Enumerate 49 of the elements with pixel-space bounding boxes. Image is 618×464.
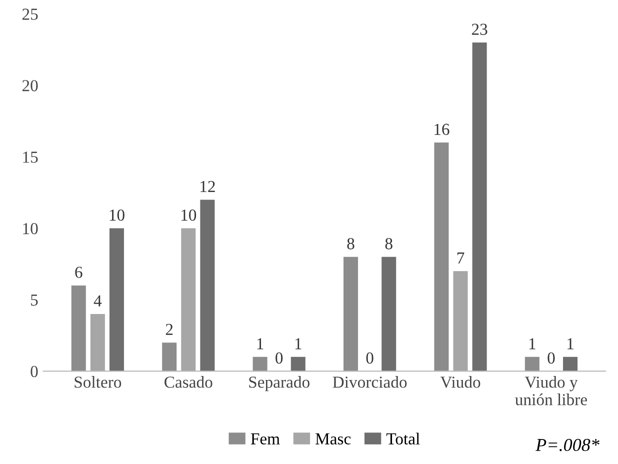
data-label: 2 bbox=[166, 324, 173, 335]
data-label: 10 bbox=[182, 209, 196, 221]
x-tick-label: Casado bbox=[164, 376, 212, 388]
x-tick-label: Soltero bbox=[74, 376, 122, 388]
y-tick-label: 15 bbox=[23, 152, 38, 163]
data-label: 1 bbox=[529, 338, 536, 350]
x-tick-label: Separado bbox=[249, 376, 310, 392]
bar bbox=[563, 356, 578, 372]
y-tick-label: 5 bbox=[31, 294, 38, 306]
bar bbox=[90, 314, 105, 372]
data-label: 0 bbox=[366, 352, 374, 364]
bar bbox=[252, 356, 268, 372]
legend-label: Masc bbox=[316, 433, 351, 444]
data-label: 4 bbox=[94, 295, 102, 306]
data-label: 1 bbox=[568, 338, 574, 350]
data-label: 8 bbox=[347, 238, 354, 250]
data-label: 12 bbox=[200, 180, 215, 192]
data-label: 0 bbox=[276, 352, 283, 364]
bar bbox=[344, 256, 358, 372]
data-label: 6 bbox=[75, 266, 82, 278]
bar bbox=[434, 142, 449, 372]
data-label: 16 bbox=[434, 124, 450, 135]
x-tick-label: Viudo y unión libre bbox=[515, 376, 587, 406]
data-label: 8 bbox=[385, 238, 392, 250]
data-label: 1 bbox=[257, 338, 264, 350]
bar bbox=[453, 271, 468, 372]
data-label: 23 bbox=[472, 24, 488, 35]
x-tick-label: Divorciado bbox=[332, 376, 407, 388]
text: P=.008* bbox=[536, 438, 600, 452]
y-tick-label: 10 bbox=[23, 222, 38, 234]
bar bbox=[290, 356, 306, 372]
legend-label: Total bbox=[386, 432, 420, 444]
bar bbox=[472, 42, 487, 372]
y-tick-label: 20 bbox=[22, 80, 38, 92]
bar bbox=[200, 200, 215, 372]
bar bbox=[524, 356, 540, 372]
y-tick-label: 25 bbox=[22, 8, 38, 20]
bar bbox=[382, 256, 396, 372]
data-label: 1 bbox=[295, 338, 302, 350]
legend-label: Fem bbox=[250, 433, 280, 444]
bar bbox=[71, 285, 86, 372]
bar bbox=[109, 228, 124, 372]
x-tick-label: Viudo bbox=[440, 376, 480, 388]
bar bbox=[162, 342, 177, 372]
data-label: 0 bbox=[548, 352, 555, 364]
data-label: 10 bbox=[110, 209, 124, 221]
data-label: 7 bbox=[457, 252, 464, 264]
bar bbox=[181, 228, 196, 372]
y-tick-label: 0 bbox=[30, 366, 38, 378]
